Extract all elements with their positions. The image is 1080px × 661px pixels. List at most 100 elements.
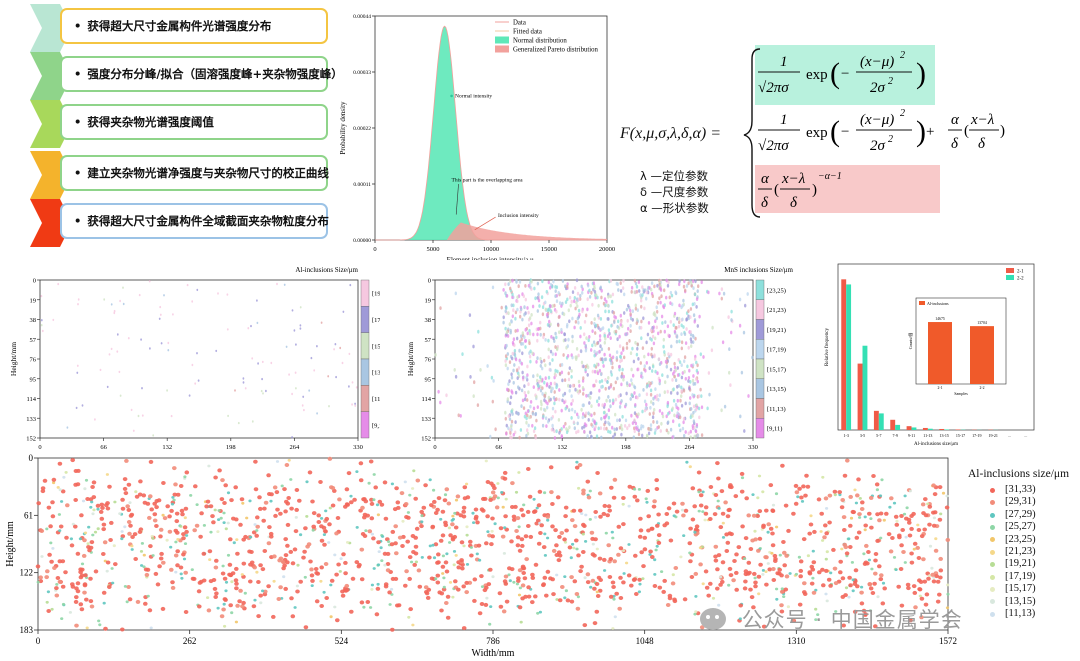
inclusion-point — [501, 609, 507, 614]
inclusion-point — [695, 360, 698, 365]
inclusion-point — [844, 586, 849, 590]
inclusion-point — [535, 506, 539, 510]
inclusion-point — [637, 432, 641, 437]
colorbar-segment — [755, 299, 765, 320]
inclusion-point — [156, 498, 162, 503]
inclusion-point — [139, 550, 144, 553]
inclusion-point — [58, 524, 64, 529]
inclusion-point — [551, 548, 557, 553]
inclusion-point — [671, 435, 674, 440]
inclusion-point — [442, 498, 448, 503]
inclusion-point — [436, 552, 441, 557]
inclusion-point — [937, 517, 943, 522]
inclusion-point — [558, 371, 562, 376]
inclusion-point — [840, 576, 846, 581]
inclusion-point — [403, 480, 407, 484]
inclusion-point — [266, 541, 272, 546]
inclusion-point — [632, 577, 638, 582]
inclusion-point — [687, 379, 690, 383]
inclusion-point — [633, 426, 636, 431]
inclusion-point — [597, 556, 603, 561]
inclusion-point — [666, 374, 669, 379]
inclusion-point — [313, 567, 319, 571]
inclusion-point — [523, 414, 527, 419]
inclusion-point — [118, 512, 122, 515]
inclusion-point — [761, 569, 766, 572]
inclusion-point — [600, 385, 603, 389]
inclusion-point — [102, 540, 108, 545]
inclusion-point — [555, 397, 558, 401]
inclusion-point — [903, 494, 907, 498]
svg-text:(: ( — [774, 182, 779, 198]
inclusion-point — [522, 503, 526, 507]
bar — [911, 427, 917, 430]
inclusion-point — [903, 561, 907, 564]
inclusion-point — [700, 394, 703, 398]
inclusion-point — [420, 520, 424, 524]
annotation-overlap: This part is the overlapping area — [452, 177, 524, 183]
inclusion-point — [380, 559, 384, 562]
inclusion-point — [695, 377, 698, 381]
inclusion-point — [458, 513, 464, 518]
inclusion-point — [641, 346, 645, 350]
inclusion-point — [577, 486, 581, 490]
inclusion-point — [291, 392, 293, 396]
inclusion-point — [637, 590, 642, 594]
inclusion-point — [490, 375, 494, 380]
inclusion-point — [621, 549, 626, 552]
inclusion-point — [159, 305, 162, 309]
inclusion-point — [261, 518, 267, 523]
inclusion-point — [648, 366, 651, 371]
inclusion-point — [425, 595, 431, 600]
inclusion-point — [680, 501, 685, 506]
inclusion-point — [620, 374, 623, 379]
inclusion-point — [524, 284, 527, 288]
inclusion-point — [825, 507, 829, 510]
x-tick-label: 15-17 — [956, 433, 965, 438]
inclusion-point — [253, 523, 257, 526]
inclusion-point — [555, 429, 558, 434]
colorbar-segment — [360, 279, 370, 307]
inclusion-point — [616, 552, 621, 557]
inclusion-point — [932, 516, 937, 520]
inclusion-point — [274, 490, 280, 495]
inclusion-point — [519, 507, 524, 512]
inclusion-point — [919, 615, 924, 620]
inclusion-point — [311, 511, 317, 516]
inclusion-point — [587, 418, 590, 422]
inclusion-point — [761, 624, 767, 629]
inclusion-point — [282, 575, 286, 579]
inclusion-point — [554, 352, 557, 357]
inclusion-point — [172, 313, 174, 316]
inclusion-point — [220, 571, 226, 576]
inclusion-point — [510, 372, 513, 377]
inclusion-point — [912, 590, 918, 595]
inclusion-point — [581, 287, 584, 292]
inclusion-point — [511, 514, 517, 519]
inclusion-point — [905, 506, 909, 510]
legend-item: [31,33) — [968, 484, 1078, 496]
inclusion-point — [581, 403, 584, 408]
inclusion-point — [329, 583, 333, 587]
inclusion-point — [293, 606, 297, 609]
workflow-step-3: • 获得夹杂物光谱强度阈值 — [0, 100, 330, 148]
inclusion-point — [827, 520, 832, 525]
inclusion-point — [323, 562, 329, 566]
inclusion-point — [811, 560, 817, 565]
inclusion-point — [634, 592, 639, 596]
inclusion-point — [572, 546, 576, 550]
inclusion-point — [519, 620, 523, 624]
inclusion-point — [294, 507, 300, 512]
inclusion-point — [618, 575, 623, 580]
inclusion-point — [416, 568, 422, 573]
inclusion-point — [179, 508, 185, 513]
inclusion-point — [596, 351, 599, 355]
inclusion-point — [526, 306, 529, 310]
inclusion-point — [545, 569, 551, 574]
inclusion-point — [629, 308, 632, 313]
inclusion-point — [821, 583, 826, 588]
inclusion-point — [641, 564, 646, 569]
inclusion-point — [659, 329, 662, 334]
inclusion-point — [669, 391, 673, 395]
inclusion-point — [319, 579, 323, 583]
